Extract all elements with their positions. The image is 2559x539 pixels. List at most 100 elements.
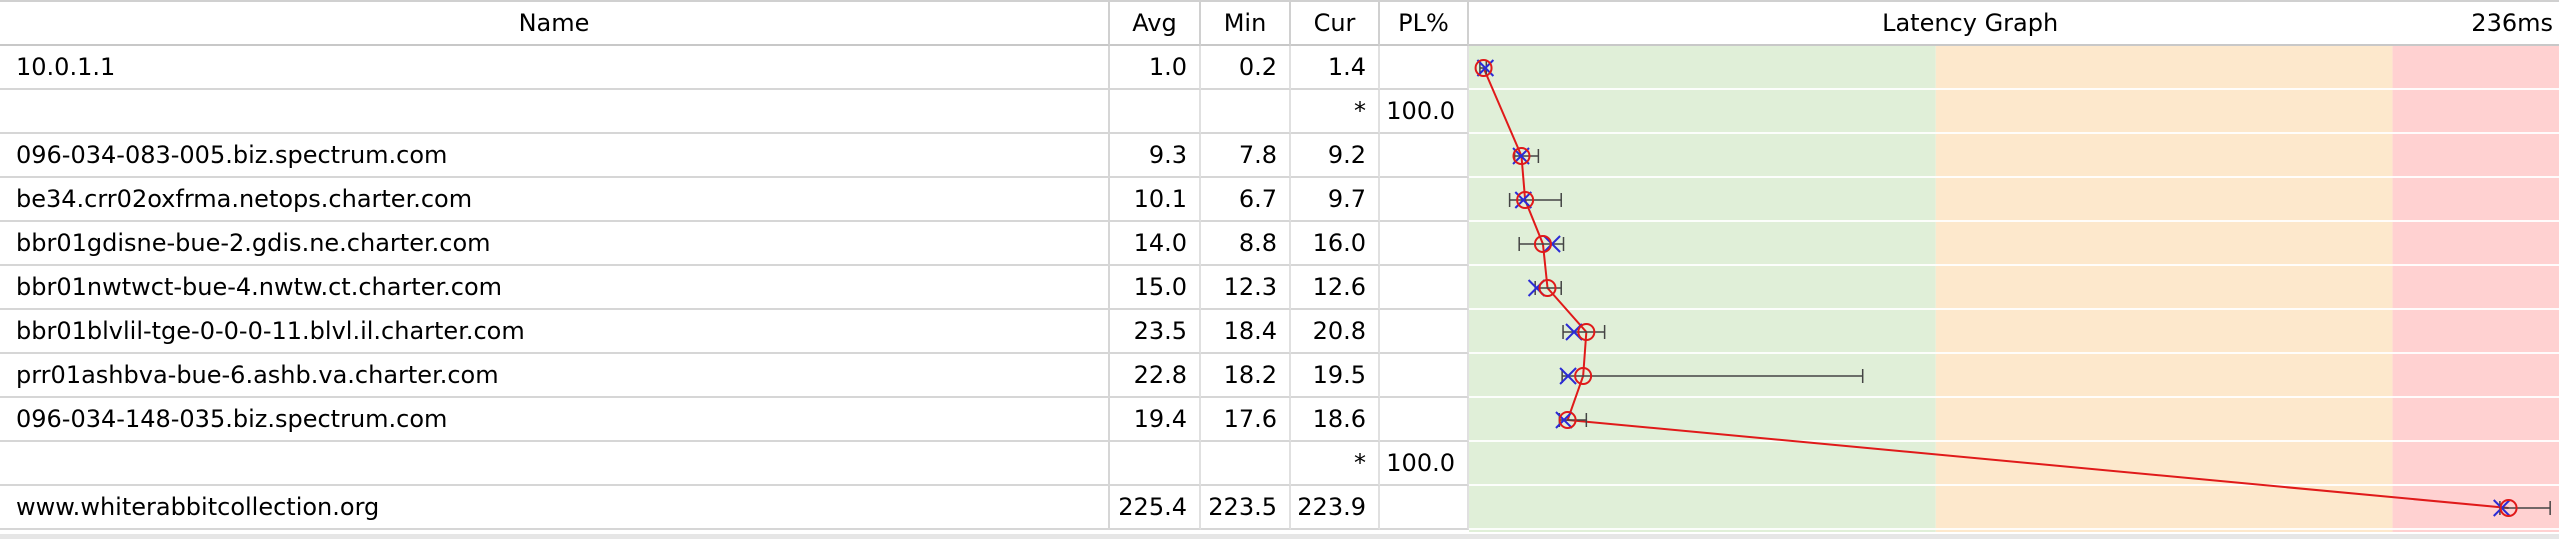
latency-avg-point [2499,499,2518,517]
hop-name-text: bbr01gdisne-bue-2.gdis.ne.charter.com [16,229,491,257]
latency-zone [1935,46,2393,532]
column-header-name-label: Name [518,9,590,37]
hop-avg: 15.0 [1110,266,1201,310]
hop-cur: * [1291,90,1380,134]
hop-name[interactable] [0,90,1110,134]
column-header-latency-graph[interactable]: Latency Graph 236ms [1469,2,2559,46]
latency-cur-marker [1543,235,1561,253]
column-header-pl[interactable]: PL% [1380,2,1469,46]
hop-cur-text: 20.8 [1312,317,1366,345]
hop-min: 6.7 [1201,178,1291,222]
hop-avg-text: 225.4 [1118,493,1187,521]
hop-min: 0.2 [1201,46,1291,90]
latency-cur-marker [2493,499,2511,517]
hop-avg: 14.0 [1110,222,1201,266]
hop-avg: 1.0 [1110,46,1201,90]
hop-min-text: 6.7 [1238,185,1277,213]
hop-pl [1380,486,1469,530]
hop-avg: 9.3 [1110,134,1201,178]
hop-name[interactable]: 10.0.1.1 [0,46,1110,90]
hop-min: 223.5 [1201,486,1291,530]
hop-cur-text: 223.9 [1297,493,1366,521]
latency-avg-point [1533,235,1552,253]
latency-graph-title: Latency Graph [1882,9,2059,37]
latency-avg-point [1474,59,1493,77]
hop-cur: * [1291,442,1380,486]
hop-min-text: 18.2 [1223,361,1277,389]
latency-avg-point [1558,411,1577,429]
hop-pl [1380,310,1469,354]
horizontal-scrollbar[interactable] [0,534,2559,539]
hop-avg: 23.5 [1110,310,1201,354]
hop-name[interactable]: bbr01nwtwct-bue-4.nwtw.ct.charter.com [0,266,1110,310]
hop-min-text: 7.8 [1238,141,1277,169]
hop-cur: 18.6 [1291,398,1380,442]
hop-name[interactable]: www.whiterabbitcollection.org [0,486,1110,530]
hop-pl [1380,354,1469,398]
hop-min-text: 12.3 [1223,273,1277,301]
hop-cur-text: 18.6 [1312,405,1366,433]
hop-pl: 100.0 [1380,442,1469,486]
latency-avg-point [1574,367,1593,385]
latency-cur-marker [1555,411,1573,429]
latency-avg-point [1512,147,1531,165]
column-header-name[interactable]: Name [0,2,1110,46]
hop-cur: 9.2 [1291,134,1380,178]
latency-avg-point [1577,323,1596,341]
hop-avg: 22.8 [1110,354,1201,398]
hop-min-text: 0.2 [1238,53,1277,81]
latency-avg-point [1516,191,1535,209]
hop-pl [1380,46,1469,90]
hop-cur: 20.8 [1291,310,1380,354]
hop-name[interactable]: be34.crr02oxfrma.netops.charter.com [0,178,1110,222]
hop-avg-text: 23.5 [1133,317,1187,345]
hop-name-text: bbr01nwtwct-bue-4.nwtw.ct.charter.com [16,273,503,301]
hop-pl-text: 100.0 [1386,449,1455,477]
hop-cur-text: 9.7 [1327,185,1366,213]
hop-min-text: 17.6 [1223,405,1277,433]
hop-avg-text: 22.8 [1133,361,1187,389]
hop-name-text: www.whiterabbitcollection.org [16,493,380,521]
hop-cur: 1.4 [1291,46,1380,90]
hop-min-text: 18.4 [1223,317,1277,345]
column-header-cur-label: Cur [1313,9,1356,37]
latency-cur-marker [1559,367,1577,385]
hop-avg: 19.4 [1110,398,1201,442]
hop-cur: 12.6 [1291,266,1380,310]
hop-min-text: 8.8 [1238,229,1277,257]
latency-zone [2392,46,2559,532]
hop-cur-text: 19.5 [1312,361,1366,389]
hop-pl-text: 100.0 [1386,97,1455,125]
column-header-min[interactable]: Min [1201,2,1291,46]
hop-cur-text: 16.0 [1312,229,1366,257]
latency-graph [1469,46,2559,532]
hop-min: 18.2 [1201,354,1291,398]
hop-name[interactable]: bbr01gdisne-bue-2.gdis.ne.charter.com [0,222,1110,266]
hop-avg-text: 15.0 [1133,273,1187,301]
hop-cur-text: 1.4 [1327,53,1366,81]
hop-avg [1110,90,1201,134]
hop-min [1201,90,1291,134]
hop-min: 8.8 [1201,222,1291,266]
hop-pl: 100.0 [1380,90,1469,134]
hop-avg [1110,442,1201,486]
hop-avg-text: 19.4 [1133,405,1187,433]
hop-name[interactable]: 096-034-083-005.biz.spectrum.com [0,134,1110,178]
column-header-avg[interactable]: Avg [1110,2,1201,46]
hop-name[interactable]: 096-034-148-035.biz.spectrum.com [0,398,1110,442]
column-header-cur[interactable]: Cur [1291,2,1380,46]
hop-pl [1380,222,1469,266]
hop-min: 7.8 [1201,134,1291,178]
hop-pl [1380,266,1469,310]
latency-zone [1469,46,1936,532]
hop-name[interactable] [0,442,1110,486]
hop-name[interactable]: prr01ashbva-bue-6.ashb.va.charter.com [0,354,1110,398]
hop-cur: 9.7 [1291,178,1380,222]
hop-avg-text: 9.3 [1148,141,1187,169]
latency-avg-point [1538,279,1557,297]
hop-name[interactable]: bbr01blvlil-tge-0-0-0-11.blvl.il.charter… [0,310,1110,354]
hop-min-text: 223.5 [1208,493,1277,521]
hop-avg-text: 10.1 [1133,185,1187,213]
hop-cur: 19.5 [1291,354,1380,398]
